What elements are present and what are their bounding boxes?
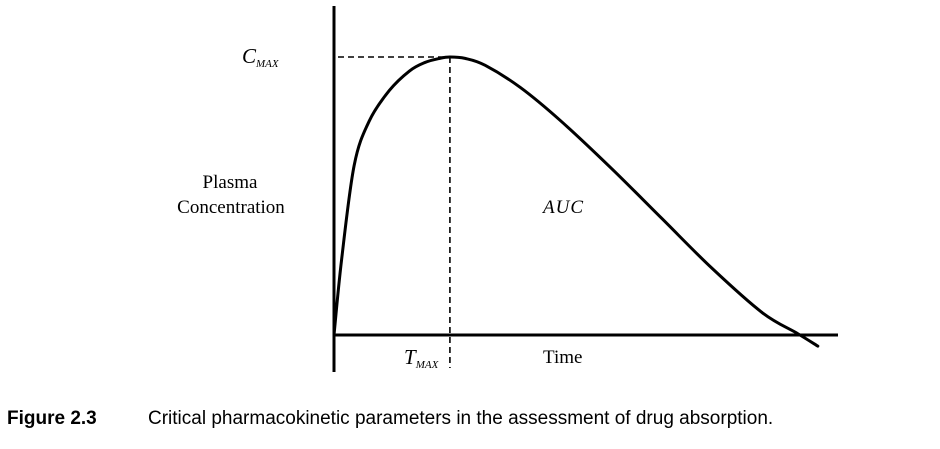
tmax-label: TMAX	[404, 345, 440, 371]
caption-prefix: Figure 2.3	[7, 408, 97, 429]
series-layer	[332, 55, 820, 348]
figure-caption: Figure 2.3 Critical pharmacokinetic param…	[7, 408, 773, 429]
tmax-label-sub: MAX	[415, 359, 440, 371]
cmax-label-sub: MAX	[255, 58, 280, 70]
caption-text: Critical pharmacokinetic parameters in t…	[148, 408, 773, 429]
cmax-label: CMAX	[242, 44, 280, 70]
auc-label: AUC	[541, 197, 584, 218]
cmax-label-main: C	[242, 44, 257, 68]
tmax-label-main: T	[404, 345, 417, 369]
concentration-curve-0	[332, 55, 820, 348]
y-axis-label-line2: Concentration	[177, 197, 285, 218]
y-axis-label-line1: Plasma	[203, 172, 258, 193]
x-axis-label: Time	[543, 347, 582, 368]
